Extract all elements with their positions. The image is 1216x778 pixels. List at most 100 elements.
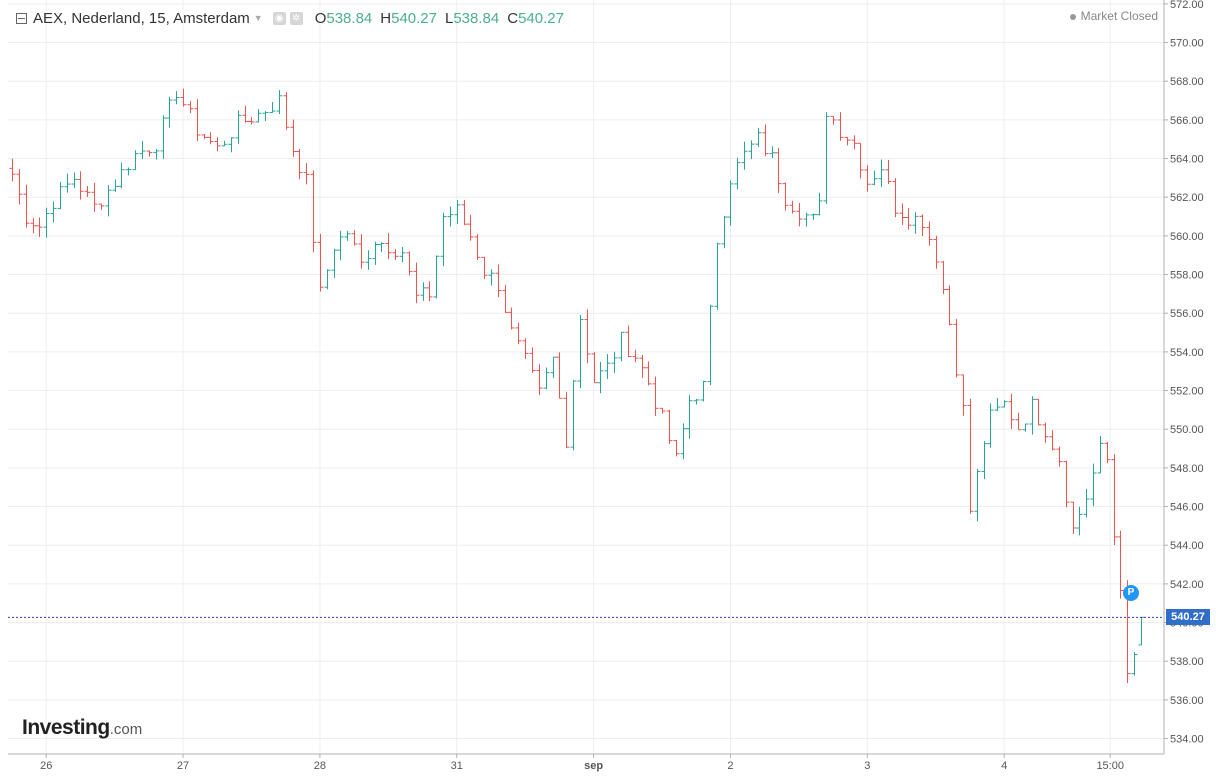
- ohlc-bar: [351, 230, 358, 246]
- symbol-title[interactable]: AEX, Nederland, 15, Amsterdam: [33, 9, 250, 27]
- ohlc-bar: [762, 124, 769, 157]
- ohlc-bar: [515, 322, 522, 345]
- price-axis[interactable]: 534.00536.00538.00540.00542.00544.00546.…: [1164, 0, 1204, 746]
- ohlc-bar: [960, 374, 967, 416]
- y-tick-label: 554.00: [1170, 347, 1204, 359]
- ohlc-bar: [317, 233, 324, 292]
- y-tick-label: 556.00: [1170, 308, 1204, 320]
- ohlc-bar: [187, 101, 194, 114]
- ohlc-bar: [276, 90, 283, 115]
- ohlc-bar: [344, 230, 351, 241]
- ohlc-bar: [173, 91, 180, 105]
- y-tick-label: 536.00: [1170, 695, 1204, 707]
- ohlc-bar: [885, 159, 892, 184]
- y-tick-label: 558.00: [1170, 270, 1204, 282]
- y-tick-label: 570.00: [1170, 38, 1204, 50]
- x-tick-label: 31: [451, 760, 463, 772]
- y-tick-label: 548.00: [1170, 463, 1204, 475]
- eye-icon[interactable]: ◉: [272, 11, 286, 25]
- ohlc-bar: [303, 163, 310, 185]
- ohlc-bar: [9, 158, 16, 182]
- grid-lines: [8, 0, 1164, 754]
- ohlc-bar: [440, 212, 447, 267]
- time-axis[interactable]: 26 27 28 31 sep 2 3 4 15:00: [40, 754, 1124, 772]
- ohlc-bar: [659, 407, 666, 414]
- ohlc-bar: [652, 376, 659, 416]
- ohlc-bar: [700, 380, 707, 402]
- ohlc-bar: [1015, 412, 1022, 431]
- ohlc-bar: [912, 212, 919, 234]
- close-label: C: [507, 9, 519, 27]
- ohlc-bar: [1104, 442, 1111, 464]
- ohlc-bar: [645, 361, 652, 386]
- collapse-icon[interactable]: [16, 12, 27, 24]
- x-tick-label: 26: [40, 760, 52, 772]
- ohlc-bar: [36, 217, 43, 237]
- ohlc-bar: [283, 92, 290, 130]
- ohlc-bar: [577, 314, 584, 389]
- ohlc-bar: [570, 380, 577, 451]
- y-tick-label: 538.00: [1170, 656, 1204, 668]
- ohlc-bar: [358, 234, 365, 269]
- ohlc-bar: [741, 141, 748, 170]
- ohlc-bar: [734, 157, 741, 190]
- ohlc-bar: [816, 192, 823, 216]
- ohlc-bar: [946, 285, 953, 326]
- ohlc-bar: [420, 282, 427, 301]
- ohlc-bar: [926, 221, 933, 246]
- ohlc-bar: [782, 182, 789, 211]
- ohlc-bar: [1056, 446, 1063, 467]
- ohlc-bar: [1111, 454, 1118, 545]
- ohlc-bar: [611, 351, 618, 373]
- x-tick-label: 15:00: [1096, 760, 1124, 772]
- ohlc-bar: [686, 395, 693, 439]
- ohlc-bar: [269, 102, 276, 114]
- y-tick-label: 560.00: [1170, 231, 1204, 243]
- ohlc-bar: [967, 398, 974, 514]
- ohlc-bar: [337, 230, 344, 261]
- ohlc-bar: [194, 99, 201, 141]
- ohlc-bar: [112, 179, 119, 192]
- ohlc-bar: [84, 185, 91, 198]
- ohlc-bar: [556, 352, 563, 399]
- x-tick-label: 3: [864, 760, 870, 772]
- ohlc-bar: [857, 142, 864, 179]
- ohlc-bar: [522, 338, 529, 359]
- ohlc-bar: [57, 182, 64, 210]
- ohlc-bar: [1049, 430, 1056, 451]
- ohlc-bar: [228, 137, 235, 153]
- x-tick-label: 4: [1001, 760, 1007, 772]
- ohlc-bar: [666, 409, 673, 445]
- p-marker-icon[interactable]: P: [1123, 585, 1139, 601]
- current-price-label: 540.27: [1166, 609, 1210, 626]
- ohlc-bar: [543, 367, 550, 390]
- chevron-down-icon[interactable]: ▼: [253, 13, 263, 23]
- ohlc-bar: [625, 325, 632, 358]
- ohlc-bar: [262, 111, 269, 121]
- ohlc-bar: [803, 212, 810, 227]
- ohlc-bar: [1029, 396, 1036, 435]
- ohlc-bar: [1063, 460, 1070, 508]
- ohlc-bar: [1083, 488, 1090, 518]
- plot-background: [8, 0, 1164, 754]
- ohlc-bar: [153, 148, 160, 160]
- ohlc-bar: [1131, 652, 1138, 676]
- open-label: O: [314, 9, 327, 27]
- investing-logo: Investing.com: [22, 716, 142, 740]
- ohlc-bar: [310, 170, 317, 253]
- ohlc-bar: [536, 364, 543, 396]
- gear-icon[interactable]: ✲: [289, 11, 303, 25]
- y-tick-label: 562.00: [1170, 192, 1204, 204]
- low-label: L: [445, 9, 454, 27]
- y-tick-label: 534.00: [1170, 734, 1204, 746]
- high-value: 540.27: [391, 9, 437, 27]
- ohlc-bar: [392, 249, 399, 260]
- ohlc-bar: [180, 88, 187, 107]
- ohlc-bar: [1035, 398, 1042, 426]
- y-tick-label: 542.00: [1170, 579, 1204, 591]
- ohlc-bar: [837, 112, 844, 141]
- ohlc-bar: [105, 185, 112, 217]
- ohlc-bar: [721, 215, 728, 249]
- ohlc-bar: [64, 173, 71, 193]
